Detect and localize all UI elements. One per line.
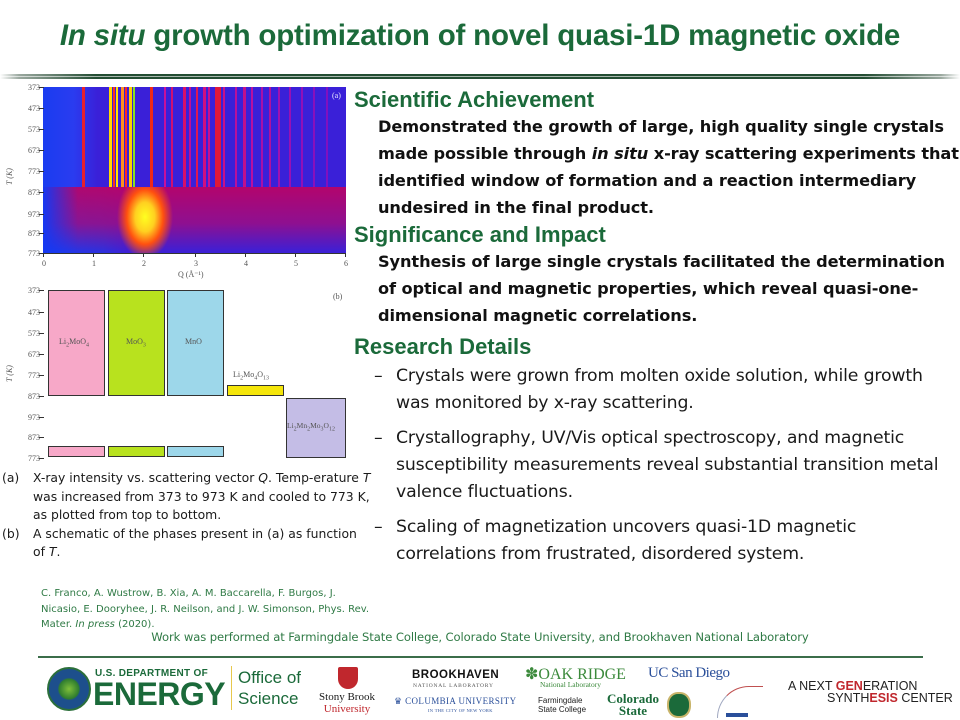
slide-title: In situ growth optimization of novel qua… [0,19,960,53]
y-tick: 873 [28,392,40,401]
y-tick: 673 [28,146,40,155]
brookhaven-logo: BROOKHAVEN [412,669,500,681]
brookhaven-sublabel: NATIONAL LABORATORY [413,683,494,689]
uc-san-diego-logo: UC San Diego [648,665,730,681]
caption-a: (a) X-ray intensity vs. scattering vecto… [2,470,371,522]
x-tick: 1 [92,259,96,268]
y-tick: 973 [28,413,40,422]
xray-intensity-heatmap: (a) [43,87,346,253]
phase-moo3: MoO3 [108,290,165,396]
molten-region [43,187,346,253]
x-tick: 4 [244,259,248,268]
y-tick: 773 [28,371,40,380]
x-tick: 0 [42,259,46,268]
panel-label-b: (b) [333,292,343,301]
y-tick: 573 [28,125,40,134]
heading-significance-impact: Significance and Impact [354,222,606,247]
title-italic: In situ [59,19,146,52]
x-tick: 3 [194,259,198,268]
office-of-science-logo: Office of Science [238,668,301,708]
x-tick: 6 [344,259,348,268]
doe-seal-logo [47,667,91,711]
phase-label-li2mo4o13: Li2Mo4O13 [233,370,270,382]
phase-li2moo4-cooling [48,446,105,457]
y-tick: 373 [28,286,40,295]
phase-mno: MnO [167,290,224,396]
impact-text: Synthesis of large single crystals facil… [378,252,945,325]
doe-label: U.S. DEPARTMENT OF [95,668,208,679]
heading-scientific-achievement: Scientific Achievement [354,87,595,112]
achievement-text: Demonstrated the growth of large, high q… [378,117,959,217]
title-text: growth optimization of novel quasi-1D ma… [145,19,901,52]
y-tick: 873 [28,229,40,238]
y-tick: 773 [28,454,40,463]
figure-a-heatmap: (a) 373 473 573 673 773 873 973 873 773 … [0,82,352,279]
doe-energy-wordmark: ENERGY [93,676,226,712]
work-note: Work was performed at Farmingdale State … [151,630,809,644]
y-tick: 473 [28,308,40,317]
y-tick: 873 [28,433,40,442]
x-tick: 5 [294,259,298,268]
y-tick: 373 [28,83,40,92]
y-tick: 573 [28,329,40,338]
x-tick: 2 [142,259,146,268]
figure-b-phase-schematic: (b) 373 473 573 673 773 873 973 873 773 … [0,282,352,463]
phase-li2mo4o13 [227,385,284,396]
colorado-state-logo: Colorado State [607,691,659,718]
citation: C. Franco, A. Wustrow, B. Xia, A. M. Bac… [41,588,370,630]
y-tick: 673 [28,350,40,359]
stony-brook-logo: Stony Brook University [319,691,375,715]
phase-moo3-cooling [108,446,165,457]
oak-ridge-logo: ✽OAK RIDGE [525,666,626,683]
list-item: – Crystallography, UV/Vis optical spectro… [374,428,939,502]
heading-research-details: Research Details [354,334,532,359]
csu-ram-icon [667,692,691,718]
y-tick: 873 [28,188,40,197]
columbia-sublabel: IN THE CITY OF NEW YORK [428,708,493,713]
columbia-logo: ♛ COLUMBIA UNIVERSITY [394,696,517,706]
x-axis-title-a: Q (Å⁻¹) [178,270,204,279]
list-item: – Scaling of magnetization uncovers quasi… [374,517,857,564]
figure-captions: (a) X-ray intensity vs. scattering vecto… [0,469,372,562]
phase-li2mn2mo3o12: Li2Mn2Mo3O12 [286,398,346,458]
list-item: – Crystals were grown from molten oxide s… [374,366,923,413]
panel-label-a: (a) [332,91,341,100]
y-tick: 773 [28,167,40,176]
caption-b: (b) A schematic of the phases present in… [2,525,357,560]
farmingdale-logo: Farmingdale State College [538,696,587,714]
berkeley-lab-bar [726,713,748,717]
title-divider [0,74,960,79]
phase-li2moo4: Li2MoO4 [48,290,105,396]
phase-mno-cooling [167,446,224,457]
next-generation-synthesis-center-logo: A NEXT GENERATION SYNTHESIS CENTER [788,679,953,705]
y-axis-title-b: T (K) [5,365,14,382]
logo-separator [231,666,232,710]
y-tick: 473 [28,104,40,113]
footer-divider [38,656,923,658]
y-tick: 973 [28,210,40,219]
content-column: Scientific Achievement Demonstrated the … [354,86,960,576]
research-details-list: – Crystals were grown from molten oxide s… [354,363,960,568]
oak-ridge-sublabel: National Laboratory [540,680,602,689]
y-tick: 773 [28,249,40,258]
y-axis-title-a: T (K) [5,168,14,185]
stony-brook-shield-icon [338,667,358,689]
